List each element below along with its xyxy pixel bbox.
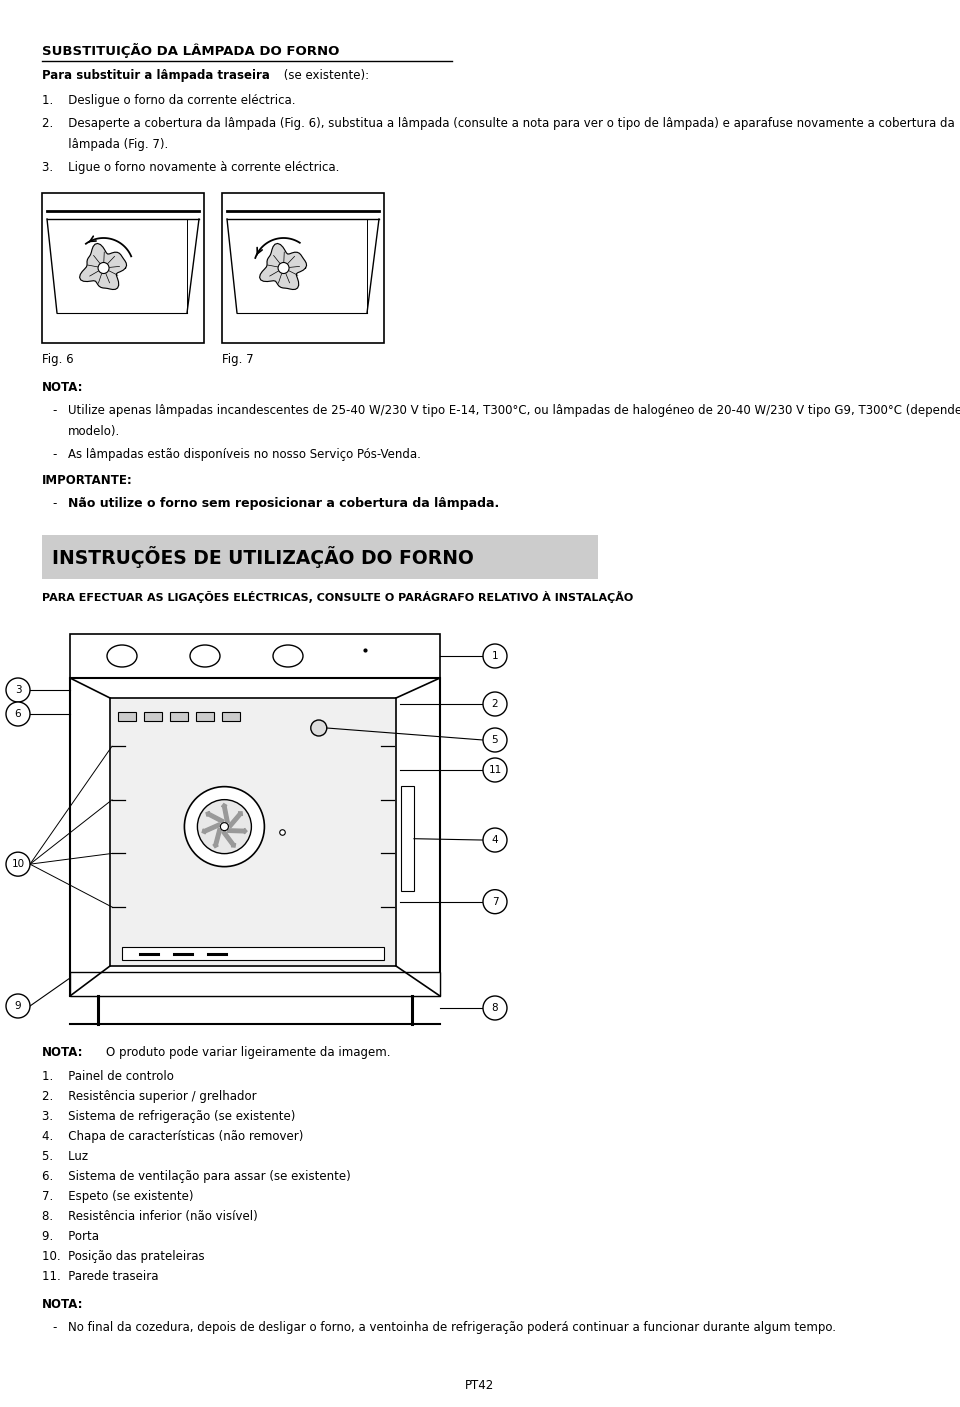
Text: modelo).: modelo). bbox=[68, 425, 120, 438]
Text: 1.    Painel de controlo: 1. Painel de controlo bbox=[42, 1069, 174, 1083]
Text: 9: 9 bbox=[14, 1000, 21, 1012]
Circle shape bbox=[6, 853, 30, 877]
Bar bbox=[70, 678, 440, 996]
Text: 7.    Espeto (se existente): 7. Espeto (se existente) bbox=[42, 1190, 194, 1203]
Text: 7: 7 bbox=[492, 896, 498, 906]
Circle shape bbox=[483, 889, 507, 913]
Text: Para substituir a lâmpada traseira: Para substituir a lâmpada traseira bbox=[42, 69, 270, 82]
Text: As lâmpadas estão disponíveis no nosso Serviço Pós-Venda.: As lâmpadas estão disponíveis no nosso S… bbox=[68, 447, 420, 461]
Text: SUBSTITUIÇÃO DA LÂMPADA DO FORNO: SUBSTITUIÇÃO DA LÂMPADA DO FORNO bbox=[42, 44, 340, 58]
FancyArrow shape bbox=[222, 830, 235, 847]
FancyArrow shape bbox=[203, 823, 221, 834]
Bar bbox=[70, 635, 440, 678]
Circle shape bbox=[483, 758, 507, 782]
Text: NOTA:: NOTA: bbox=[42, 1045, 84, 1059]
Bar bbox=[170, 712, 188, 720]
Bar bbox=[222, 193, 384, 343]
Bar bbox=[110, 698, 396, 967]
Circle shape bbox=[6, 678, 30, 702]
Circle shape bbox=[483, 727, 507, 751]
Circle shape bbox=[311, 720, 326, 736]
Ellipse shape bbox=[107, 644, 137, 667]
Bar bbox=[42, 193, 204, 343]
Text: NOTA:: NOTA: bbox=[42, 1299, 84, 1311]
Text: 6.    Sistema de ventilação para assar (se existente): 6. Sistema de ventilação para assar (se … bbox=[42, 1171, 350, 1183]
Text: 3: 3 bbox=[14, 685, 21, 695]
Text: 3.    Sistema de refrigeração (se existente): 3. Sistema de refrigeração (se existente… bbox=[42, 1110, 296, 1123]
Text: 10.  Posição das prateleiras: 10. Posição das prateleiras bbox=[42, 1249, 204, 1263]
Polygon shape bbox=[259, 243, 306, 290]
Circle shape bbox=[483, 692, 507, 716]
Text: 4.    Chapa de características (não remover): 4. Chapa de características (não remover… bbox=[42, 1130, 303, 1142]
Bar bbox=[144, 712, 162, 720]
Polygon shape bbox=[80, 243, 127, 290]
Text: 4: 4 bbox=[492, 834, 498, 846]
Text: Fig. 7: Fig. 7 bbox=[222, 353, 253, 366]
Circle shape bbox=[483, 644, 507, 668]
Text: 9.    Porta: 9. Porta bbox=[42, 1230, 99, 1242]
Text: 8: 8 bbox=[492, 1003, 498, 1013]
Text: 2: 2 bbox=[492, 699, 498, 709]
FancyArrow shape bbox=[206, 812, 224, 823]
Text: 2.    Resistência superior / grelhador: 2. Resistência superior / grelhador bbox=[42, 1090, 256, 1103]
Text: No final da cozedura, depois de desligar o forno, a ventoinha de refrigeração po: No final da cozedura, depois de desligar… bbox=[68, 1321, 836, 1334]
Ellipse shape bbox=[190, 644, 220, 667]
Bar bbox=[70, 972, 440, 996]
Text: (se existente):: (se existente): bbox=[280, 69, 370, 82]
Text: PARA EFECTUAR AS LIGAÇÕES ELÉCTRICAS, CONSULTE O PARÁGRAFO RELATIVO À INSTALAÇÃO: PARA EFECTUAR AS LIGAÇÕES ELÉCTRICAS, CO… bbox=[42, 591, 634, 604]
Ellipse shape bbox=[273, 644, 303, 667]
Text: NOTA:: NOTA: bbox=[42, 381, 84, 394]
Circle shape bbox=[6, 702, 30, 726]
Text: Não utilize o forno sem reposicionar a cobertura da lâmpada.: Não utilize o forno sem reposicionar a c… bbox=[68, 497, 499, 509]
Text: 1.    Desligue o forno da corrente eléctrica.: 1. Desligue o forno da corrente eléctric… bbox=[42, 94, 296, 107]
Bar bbox=[401, 787, 414, 891]
FancyArrow shape bbox=[228, 829, 247, 834]
Bar bbox=[122, 947, 384, 960]
Text: -: - bbox=[52, 1321, 57, 1334]
Text: IMPORTANTE:: IMPORTANTE: bbox=[42, 474, 132, 487]
Text: 2.    Desaperte a cobertura da lâmpada (Fig. 6), substitua a lâmpada (consulte a: 2. Desaperte a cobertura da lâmpada (Fig… bbox=[42, 117, 955, 129]
Text: 6: 6 bbox=[14, 709, 21, 719]
Text: 10: 10 bbox=[12, 860, 25, 870]
Circle shape bbox=[98, 263, 109, 273]
Text: -: - bbox=[52, 447, 57, 461]
Text: 11.  Parede traseira: 11. Parede traseira bbox=[42, 1271, 158, 1283]
Bar bbox=[42, 535, 598, 580]
Text: INSTRUÇÕES DE UTILIZAÇÃO DO FORNO: INSTRUÇÕES DE UTILIZAÇÃO DO FORNO bbox=[52, 546, 474, 568]
Circle shape bbox=[6, 993, 30, 1019]
Circle shape bbox=[483, 996, 507, 1020]
Text: 8.    Resistência inferior (não visível): 8. Resistência inferior (não visível) bbox=[42, 1210, 257, 1223]
Text: 5: 5 bbox=[492, 734, 498, 744]
Text: 3.    Ligue o forno novamente à corrente eléctrica.: 3. Ligue o forno novamente à corrente el… bbox=[42, 160, 340, 174]
FancyArrow shape bbox=[222, 803, 229, 823]
Circle shape bbox=[198, 799, 252, 854]
Text: lâmpada (Fig. 7).: lâmpada (Fig. 7). bbox=[42, 138, 168, 151]
Text: 11: 11 bbox=[489, 765, 502, 775]
FancyArrow shape bbox=[213, 829, 222, 847]
FancyArrow shape bbox=[228, 812, 243, 827]
Circle shape bbox=[278, 263, 289, 273]
Text: Utilize apenas lâmpadas incandescentes de 25-40 W/230 V tipo E-14, T300°C, ou lâ: Utilize apenas lâmpadas incandescentes d… bbox=[68, 404, 960, 416]
Text: PT42: PT42 bbox=[466, 1379, 494, 1392]
Text: -: - bbox=[52, 404, 57, 416]
Bar bbox=[196, 712, 214, 720]
Bar bbox=[118, 712, 136, 720]
Circle shape bbox=[184, 787, 264, 867]
Text: -: - bbox=[52, 497, 57, 509]
Circle shape bbox=[221, 823, 228, 830]
Text: O produto pode variar ligeiramente da imagem.: O produto pode variar ligeiramente da im… bbox=[106, 1045, 391, 1059]
Text: Fig. 6: Fig. 6 bbox=[42, 353, 74, 366]
Circle shape bbox=[483, 829, 507, 853]
Text: 5.    Luz: 5. Luz bbox=[42, 1150, 88, 1164]
Text: 1: 1 bbox=[492, 651, 498, 661]
Bar bbox=[222, 712, 240, 720]
